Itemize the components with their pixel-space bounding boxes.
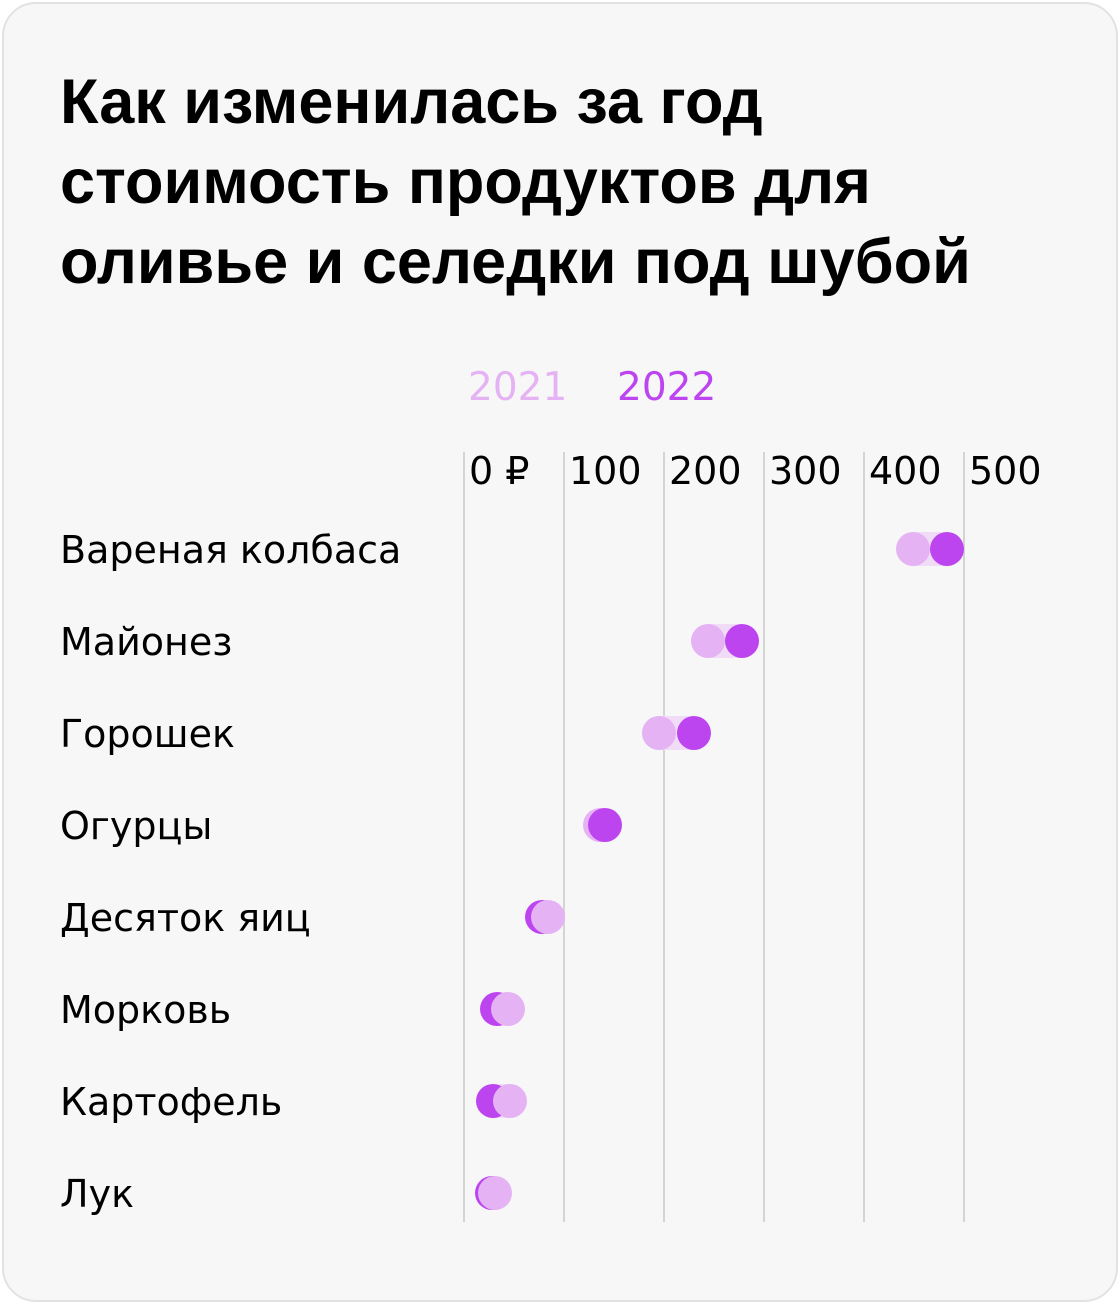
legend-item-2021: 2021 [468, 365, 568, 410]
category-label: Десяток яиц [60, 896, 311, 940]
chart-title-line: оливье и селедки под шубой [60, 227, 971, 297]
point-2022 [677, 716, 711, 750]
point-2021 [642, 716, 676, 750]
category-label: Лук [60, 1172, 134, 1216]
point-2021 [531, 900, 565, 934]
category-label: Картофель [60, 1080, 282, 1124]
x-tick-label: 200 [669, 449, 742, 493]
category-label: Горошек [60, 712, 235, 756]
x-tick-label: 300 [769, 449, 842, 493]
point-2021 [478, 1176, 512, 1210]
chart-title-line: Как изменилась за год [60, 67, 763, 137]
point-2022 [588, 808, 622, 842]
category-label: Морковь [60, 988, 231, 1032]
point-2022 [725, 624, 759, 658]
legend-item-2022: 2022 [617, 365, 717, 410]
point-2021 [896, 532, 930, 566]
point-2021 [491, 992, 525, 1026]
chart-title-line: стоимость продуктов для [60, 147, 871, 217]
point-2021 [691, 624, 725, 658]
x-tick-label: 400 [869, 449, 942, 493]
category-label: Вареная колбаса [60, 528, 401, 572]
point-2021 [493, 1084, 527, 1118]
point-2022 [930, 532, 964, 566]
x-tick-label: 0 ₽ [469, 449, 529, 493]
x-tick-label: 500 [969, 449, 1042, 493]
category-label: Огурцы [60, 804, 212, 848]
category-label: Майонез [60, 620, 232, 664]
x-tick-label: 100 [569, 449, 642, 493]
chart-title: Как изменилась за год стоимость продукто… [60, 62, 1080, 302]
